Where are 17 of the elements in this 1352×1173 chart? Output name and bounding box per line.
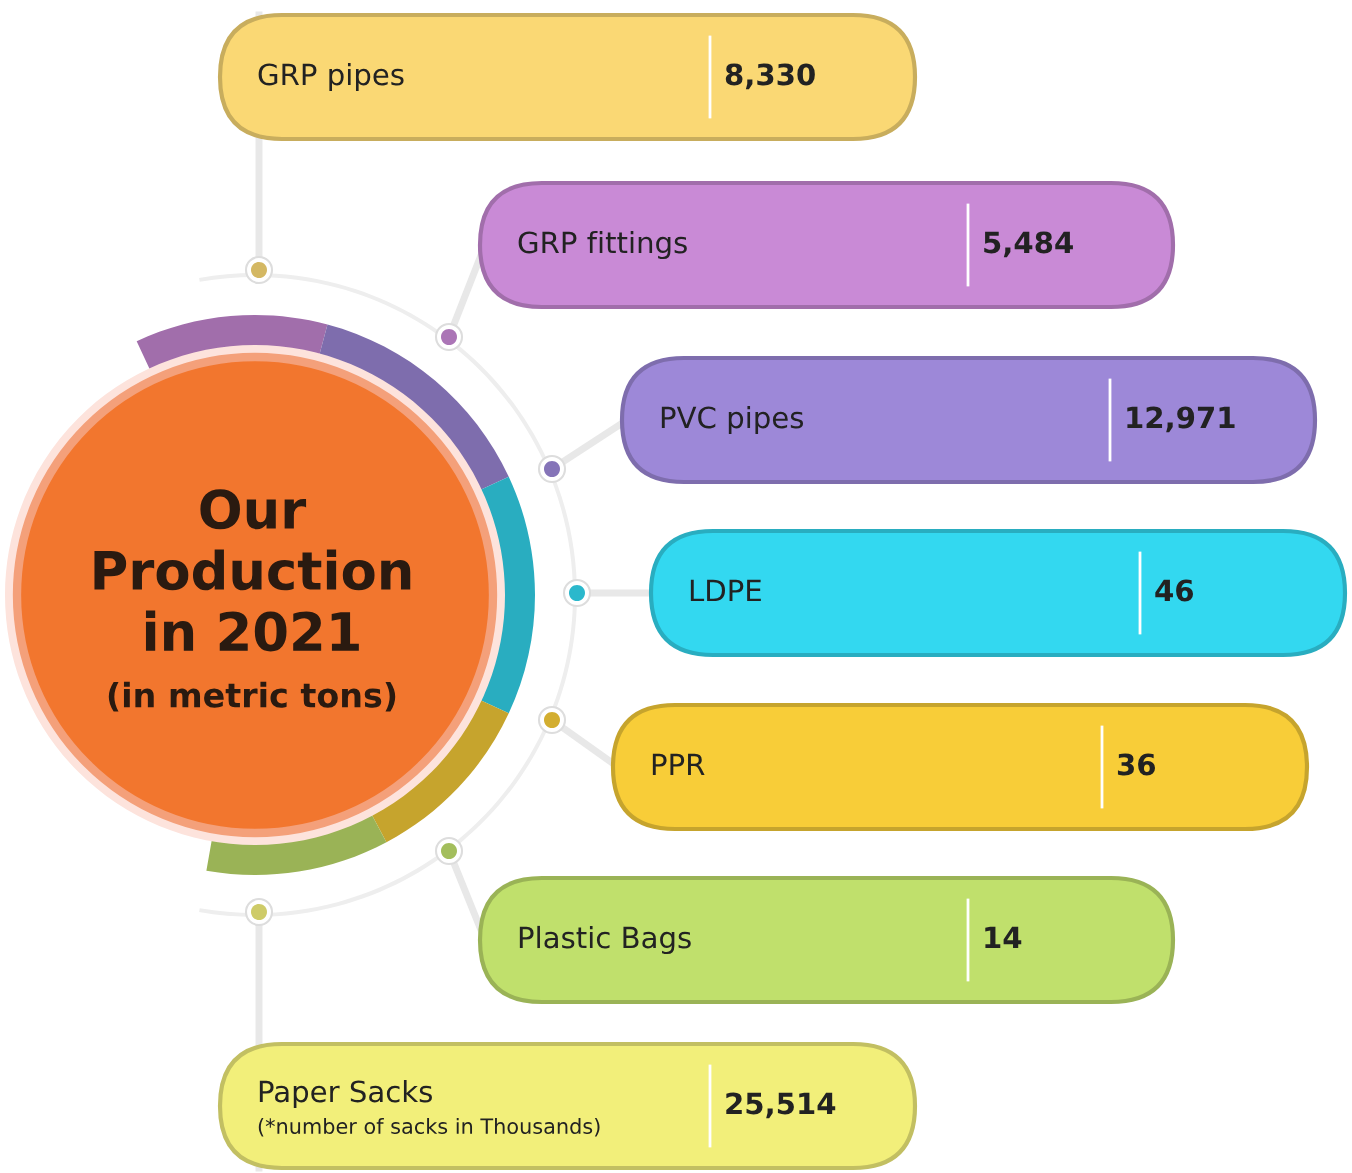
- data-label: 12,971: [1127, 406, 1235, 433]
- text: Our Production in 2021: [94, 489, 411, 652]
- category-label: Plastic Bags: [519, 925, 691, 955]
- data-label: 8,330: [725, 63, 815, 90]
- data-label: 36: [1117, 753, 1156, 776]
- text: (*number of sacks in Thousands): [258, 1117, 600, 1137]
- category-label: Paper Sacks: [259, 1079, 432, 1109]
- category-label: PVC pipes: [661, 405, 804, 435]
- data-label: 46: [1155, 579, 1194, 602]
- category-label: PPR: [652, 753, 705, 776]
- data-label: 25,514: [726, 1092, 836, 1119]
- data-label: 5,484: [984, 231, 1073, 258]
- category-label: LDPE: [690, 579, 761, 602]
- text: (in metric tons): [108, 681, 396, 712]
- data-label: 14: [985, 926, 1022, 949]
- category-label: GRP fittings: [518, 230, 687, 260]
- category-label: GRP pipes: [258, 62, 404, 92]
